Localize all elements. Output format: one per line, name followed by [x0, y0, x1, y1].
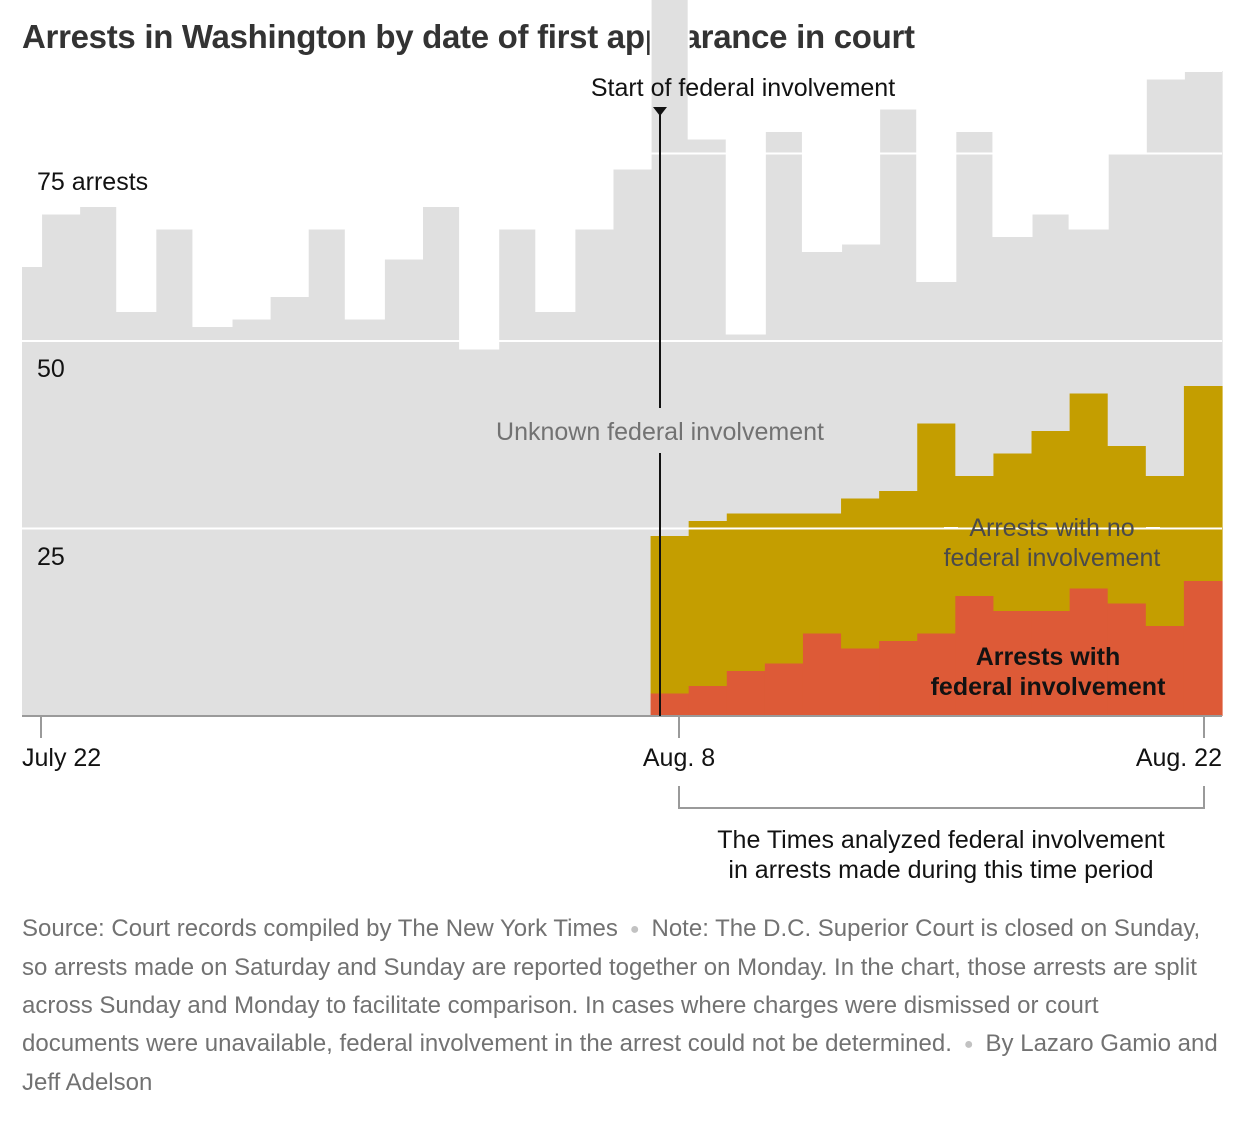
separator-dot-icon: ● [629, 921, 640, 938]
x-tick-label-aug-8: Aug. 8 [643, 744, 715, 772]
bar-unknown-27 [1031, 213, 1071, 431]
bar-unknown-29 [1107, 153, 1147, 446]
bars-layer [22, 0, 1223, 716]
bar-unknown-11 [422, 206, 461, 716]
bar-federal-29 [1107, 603, 1147, 716]
no-fed-label-line1: Arrests with no [969, 514, 1134, 542]
bracket-label-line2: in arrests made during this time period [728, 856, 1153, 884]
bar-no-federal-22 [841, 498, 880, 649]
unknown-involvement-label: Unknown federal involvement [496, 418, 824, 446]
bar-unknown-19 [726, 333, 766, 514]
footnote-note: Note: The D.C. Superior Court is closed … [22, 915, 1201, 1057]
bar-federal-22 [841, 648, 880, 716]
bar-unknown-3 [117, 311, 156, 716]
bar-no-federal-27 [1031, 431, 1071, 611]
bar-unknown-28 [1069, 228, 1109, 394]
bar-unknown-16 [612, 168, 652, 716]
bar-unknown-4 [155, 228, 195, 716]
bar-federal-31 [1183, 581, 1223, 716]
bar-no-federal-21 [802, 513, 842, 634]
bar-unknown-6 [231, 318, 271, 716]
bar-federal-26 [993, 611, 1033, 716]
bar-federal-20 [764, 663, 804, 716]
bar-federal-17 [650, 693, 690, 716]
fed-label-line2: federal involvement [931, 673, 1166, 701]
bar-federal-24 [917, 633, 956, 716]
bar-federal-28 [1069, 588, 1109, 716]
bar-federal-27 [1031, 611, 1071, 716]
bar-unknown-2 [79, 206, 118, 716]
bar-no-federal-30 [1145, 476, 1185, 626]
bar-unknown-9 [345, 318, 385, 716]
bar-unknown-12 [460, 348, 499, 716]
footnote-source: Source: Court records compiled by The Ne… [22, 915, 618, 942]
analysis-period-bracket [678, 786, 1205, 809]
bar-unknown-17 [650, 0, 690, 536]
bar-no-federal-29 [1107, 446, 1147, 604]
bar-unknown-20 [764, 131, 804, 514]
bracket-label-line1: The Times analyzed federal involvement [717, 826, 1165, 854]
bar-federal-19 [726, 671, 766, 716]
bar-federal-21 [802, 633, 842, 716]
bar-federal-23 [879, 641, 918, 716]
fed-label-line1: Arrests with [976, 643, 1120, 671]
y-tick-label-75: 75 arrests [37, 168, 148, 196]
bar-unknown-31 [1183, 71, 1223, 386]
arrests-chart: 75 arrests 50 25 Start of federal involv… [22, 0, 1223, 884]
bar-no-federal-23 [879, 491, 918, 641]
outline-layer [22, 0, 1222, 350]
bar-no-federal-18 [688, 521, 728, 686]
bar-unknown-18 [688, 138, 728, 521]
bar-no-federal-19 [726, 513, 766, 671]
bar-unknown-21 [802, 251, 842, 514]
footnote: Source: Court records compiled by The Ne… [22, 910, 1222, 1102]
bar-unknown-7 [269, 296, 309, 716]
footnote-byline: By Lazaro Gamio and Jeff Adelson [22, 1030, 1218, 1096]
gridlines [22, 152, 1222, 530]
bar-no-federal-26 [993, 453, 1033, 611]
y-tick-label-50: 50 [37, 355, 65, 383]
bar-unknown-0 [22, 266, 42, 716]
bar-unknown-26 [993, 236, 1033, 454]
bar-unknown-10 [383, 258, 423, 716]
bar-unknown-25 [955, 131, 995, 476]
federal-start-label: Start of federal involvement [591, 74, 895, 102]
bar-unknown-5 [193, 326, 233, 716]
x-tick-label-aug-22: Aug. 22 [1136, 744, 1222, 772]
bar-unknown-24 [917, 281, 956, 424]
total-outline [22, 0, 1222, 350]
bar-unknown-13 [498, 228, 537, 716]
bar-unknown-30 [1145, 78, 1185, 476]
chart-title: Arrests in Washington by date of first a… [22, 18, 915, 55]
bar-unknown-1 [41, 213, 80, 716]
bar-no-federal-25 [955, 476, 995, 596]
bar-no-federal-17 [650, 536, 690, 694]
bar-no-federal-20 [764, 513, 804, 664]
bar-unknown-22 [841, 243, 880, 499]
bar-federal-18 [688, 686, 728, 716]
no-fed-label-line2: federal involvement [944, 544, 1161, 572]
bar-no-federal-28 [1069, 393, 1109, 589]
y-tick-label-25: 25 [37, 543, 65, 571]
bar-unknown-15 [574, 228, 614, 716]
bar-no-federal-31 [1183, 386, 1223, 581]
bar-unknown-14 [536, 311, 575, 716]
separator-dot-icon: ● [963, 1036, 974, 1053]
x-tick-label-july-22: July 22 [22, 744, 101, 772]
bar-unknown-23 [879, 108, 918, 491]
bar-federal-25 [955, 596, 995, 716]
bar-federal-30 [1145, 626, 1185, 716]
federal-start-marker-icon [653, 107, 667, 116]
bar-unknown-8 [307, 228, 347, 716]
